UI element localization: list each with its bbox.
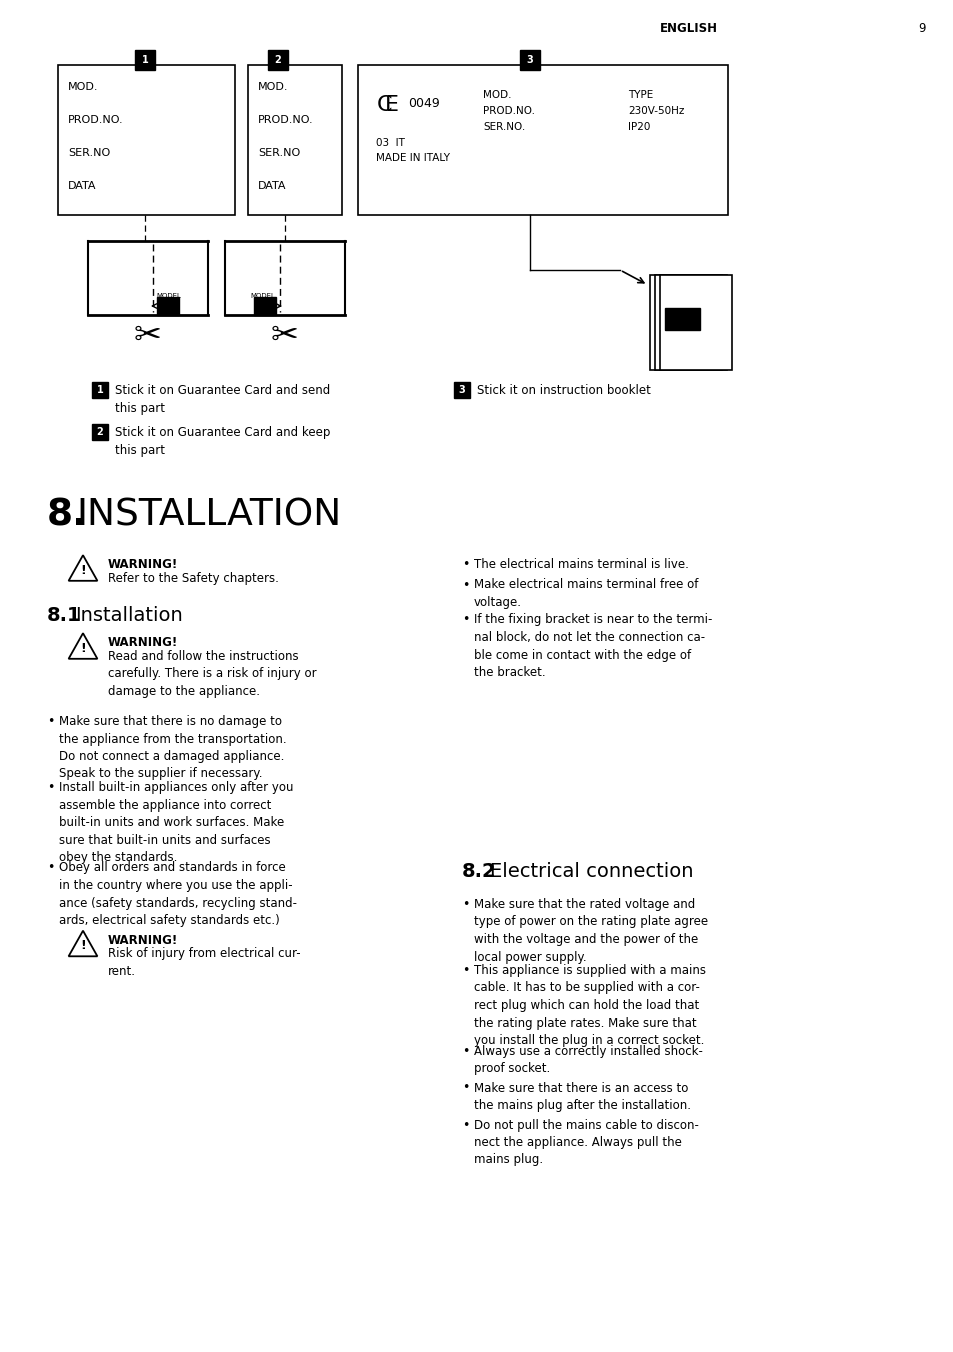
- Text: •: •: [461, 579, 469, 592]
- Text: TYPE: TYPE: [627, 91, 653, 100]
- Text: Always use a correctly installed shock-
proof socket.: Always use a correctly installed shock- …: [474, 1045, 702, 1075]
- Text: Refer to the Safety chapters.: Refer to the Safety chapters.: [108, 572, 278, 585]
- Text: WARNING!: WARNING!: [108, 933, 178, 946]
- Text: !: !: [80, 940, 86, 952]
- Text: MOD.: MOD.: [482, 91, 511, 100]
- Text: 0049: 0049: [408, 97, 439, 110]
- Text: 2: 2: [274, 55, 281, 65]
- Text: •: •: [461, 558, 469, 571]
- Text: Do not pull the mains cable to discon-
nect the appliance. Always pull the
mains: Do not pull the mains cable to discon- n…: [474, 1118, 699, 1167]
- Text: MODEL: MODEL: [250, 293, 274, 299]
- Text: MODEL: MODEL: [156, 293, 181, 299]
- Text: Electrical connection: Electrical connection: [490, 863, 693, 882]
- Text: PROD.NO.: PROD.NO.: [257, 115, 314, 124]
- Text: 3: 3: [526, 55, 533, 65]
- Bar: [357, 65, 727, 215]
- Text: •: •: [461, 1118, 469, 1132]
- Text: Make sure that there is an access to
the mains plug after the installation.: Make sure that there is an access to the…: [474, 1082, 690, 1111]
- Text: 1: 1: [141, 55, 149, 65]
- Text: ENGLISH: ENGLISH: [659, 22, 718, 35]
- Text: This appliance is supplied with a mains
cable. It has to be supplied with a cor-: This appliance is supplied with a mains …: [474, 964, 705, 1046]
- Text: 8.2: 8.2: [461, 863, 497, 882]
- Text: The electrical mains terminal is live.: The electrical mains terminal is live.: [474, 558, 688, 571]
- Text: !: !: [80, 641, 86, 654]
- Text: 2: 2: [96, 427, 103, 437]
- Bar: [454, 383, 469, 397]
- Text: Read and follow the instructions
carefully. There is a risk of injury or
damage : Read and follow the instructions careful…: [108, 650, 316, 698]
- Text: SER.NO: SER.NO: [68, 147, 111, 158]
- Bar: [58, 65, 234, 215]
- Text: •: •: [47, 861, 54, 875]
- Text: WARNING!: WARNING!: [108, 558, 178, 571]
- Bar: [649, 274, 721, 370]
- Text: 03  IT: 03 IT: [375, 138, 404, 147]
- Text: •: •: [461, 964, 469, 977]
- Text: Stick it on Guarantee Card and keep
this part: Stick it on Guarantee Card and keep this…: [115, 426, 330, 457]
- Bar: [268, 50, 287, 69]
- Text: Installation: Installation: [75, 606, 183, 625]
- Text: ✂: ✂: [271, 319, 298, 352]
- Text: Stick it on instruction booklet: Stick it on instruction booklet: [476, 384, 650, 397]
- Text: DATA: DATA: [68, 181, 96, 191]
- Text: PROD.NO.: PROD.NO.: [482, 105, 535, 116]
- Text: $\mathsf{C}\!\!\mathsf{E}$: $\mathsf{C}\!\!\mathsf{E}$: [375, 95, 398, 115]
- Bar: [92, 425, 108, 439]
- Text: 3: 3: [458, 385, 465, 395]
- Text: •: •: [47, 715, 54, 727]
- Text: SER.NO.: SER.NO.: [482, 122, 525, 132]
- Bar: [92, 383, 108, 397]
- Text: 1: 1: [96, 385, 103, 395]
- Text: INSTALLATION: INSTALLATION: [76, 498, 341, 534]
- Text: !: !: [80, 564, 86, 576]
- Text: •: •: [47, 781, 54, 794]
- Text: Stick it on Guarantee Card and send
this part: Stick it on Guarantee Card and send this…: [115, 384, 330, 415]
- Bar: [519, 50, 539, 69]
- Bar: [135, 50, 154, 69]
- Bar: [157, 297, 179, 315]
- Text: Make electrical mains terminal free of
voltage.: Make electrical mains terminal free of v…: [474, 579, 698, 608]
- Text: SER.NO: SER.NO: [257, 147, 300, 158]
- Bar: [655, 274, 726, 370]
- Text: PROD.NO.: PROD.NO.: [68, 115, 124, 124]
- Text: •: •: [461, 1082, 469, 1095]
- Text: MOD.: MOD.: [68, 82, 98, 92]
- Text: •: •: [461, 1045, 469, 1057]
- Text: Make sure that the rated voltage and
type of power on the rating plate agree
wit: Make sure that the rated voltage and typ…: [474, 898, 707, 964]
- Text: MADE IN ITALY: MADE IN ITALY: [375, 153, 450, 164]
- Text: ✂: ✂: [133, 319, 162, 352]
- Text: Risk of injury from electrical cur-
rent.: Risk of injury from electrical cur- rent…: [108, 948, 300, 977]
- Text: 8.: 8.: [47, 498, 88, 534]
- Bar: [253, 297, 275, 315]
- Text: WARNING!: WARNING!: [108, 635, 178, 649]
- Bar: [664, 308, 700, 330]
- Bar: [248, 65, 341, 215]
- Text: If the fixing bracket is near to the termi-
nal block, do not let the connection: If the fixing bracket is near to the ter…: [474, 614, 712, 679]
- Bar: [659, 274, 731, 370]
- Text: •: •: [461, 614, 469, 626]
- Text: 8.1: 8.1: [47, 606, 82, 625]
- Text: DATA: DATA: [257, 181, 286, 191]
- Text: Obey all orders and standards in force
in the country where you use the appli-
a: Obey all orders and standards in force i…: [59, 861, 296, 927]
- Text: Install built-in appliances only after you
assemble the appliance into correct
b: Install built-in appliances only after y…: [59, 781, 294, 864]
- Text: Make sure that there is no damage to
the appliance from the transportation.
Do n: Make sure that there is no damage to the…: [59, 715, 286, 780]
- Text: IP20: IP20: [627, 122, 650, 132]
- Text: •: •: [461, 898, 469, 911]
- Text: MOD.: MOD.: [257, 82, 288, 92]
- Text: 9: 9: [917, 22, 924, 35]
- Text: 230V-50Hz: 230V-50Hz: [627, 105, 683, 116]
